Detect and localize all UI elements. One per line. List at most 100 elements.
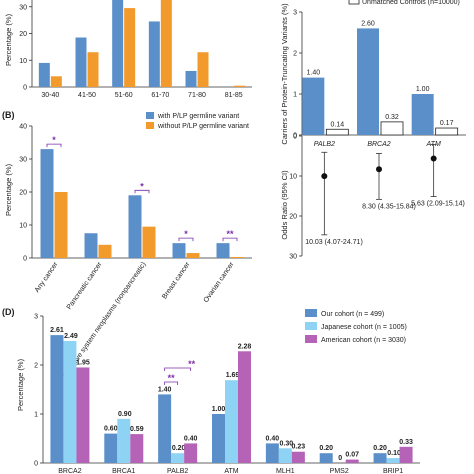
c-bar-1-1 — [380, 121, 404, 136]
b-bar-without-4 — [230, 257, 244, 258]
c-or-label: 5.63 (2.09-15.14) — [411, 201, 465, 208]
a-bar-with-2 — [112, 0, 124, 87]
d-data-label: 2.49 — [64, 333, 78, 340]
c-y-axis-title: Carriers of Protein-Truncating Variants … — [280, 3, 289, 145]
b-bar-without-1 — [98, 244, 112, 258]
d-x-tick-label: BRCA2 — [58, 468, 81, 474]
b-bar-without-0 — [54, 192, 68, 258]
c-y-tick-label: 3 — [293, 10, 297, 17]
a-bar-without-2 — [124, 8, 136, 87]
c-x-tick-label: PALB2 — [314, 141, 335, 148]
d-bar-0-4 — [265, 443, 279, 463]
a-y-tick-label: 10 — [19, 58, 27, 65]
d-data-label: 0.10 — [387, 450, 401, 457]
d-bar-0-0 — [50, 335, 64, 463]
c-or-y-tick-label: 0 — [293, 134, 297, 141]
d-bar-2-5 — [345, 459, 359, 463]
a-y-tick-label: 0 — [23, 85, 27, 92]
c-data-label: 1.00 — [416, 86, 430, 93]
b-y-tick-label: 20 — [19, 190, 27, 197]
d-data-label: 0.40 — [184, 435, 198, 442]
a-bar-with-4 — [185, 70, 197, 87]
d-significance-bracket — [164, 367, 192, 371]
c-legend-label: Unmatched Controls (n=10000) — [362, 0, 460, 6]
d-data-label: 0.60 — [104, 426, 118, 433]
d-bar-1-4 — [278, 448, 292, 463]
d-panel-label: (D) — [2, 307, 15, 317]
a-y-axis-title: Percentage (%) — [4, 13, 13, 66]
d-data-label: 0.30 — [280, 440, 294, 447]
c-bar-0-1 — [357, 28, 379, 135]
d-y-tick-label: 2 — [34, 363, 38, 370]
d-significance-mark: ** — [168, 373, 176, 383]
d-data-label: 0.07 — [345, 452, 359, 459]
d-bar-0-1 — [104, 433, 118, 463]
b-legend-label: without P/LP germline variant — [157, 123, 249, 130]
c-y-tick-label: 2 — [293, 51, 297, 58]
d-data-label: 1.00 — [212, 406, 226, 413]
b-bar-with-3 — [172, 243, 186, 258]
d-bar-1-0 — [63, 340, 77, 463]
b-y-tick-label: 30 — [19, 157, 27, 164]
d-x-tick-label: BRIP1 — [383, 468, 403, 474]
d-data-label: 2.61 — [50, 327, 64, 334]
a-x-tick-label: 81-85 — [225, 92, 243, 99]
d-legend-label: Japanese cohort (n = 1005) — [321, 324, 407, 331]
c-y-tick-label: 1 — [293, 92, 297, 99]
d-data-label: 0.23 — [292, 444, 306, 451]
b-y-tick-label: 40 — [19, 124, 27, 131]
c-data-label: 0.14 — [331, 121, 345, 128]
b-bar-with-1 — [84, 233, 98, 258]
c-bar-1-2 — [435, 127, 459, 136]
b-legend-swatch — [146, 122, 154, 129]
d-bar-0-5 — [319, 453, 333, 463]
b-legend-swatch — [146, 112, 154, 119]
b-bar-with-4 — [216, 243, 230, 258]
d-data-label: 0.20 — [172, 445, 186, 452]
a-bar-with-1 — [75, 37, 87, 87]
b-significance-bracket — [178, 237, 194, 242]
c-or-y-axis-title: Odds Ratio (95% CI) — [280, 170, 289, 240]
d-legend-swatch — [305, 322, 317, 330]
d-bar-1-3 — [225, 380, 238, 463]
d-y-tick-label: 1 — [34, 412, 38, 419]
d-bar-2-1 — [130, 434, 144, 463]
c-or-point-0 — [321, 173, 328, 180]
d-bar-0-6 — [373, 453, 387, 463]
d-data-label: 1.95 — [76, 359, 90, 366]
d-data-label: 2.28 — [238, 343, 252, 350]
c-bar-1-0 — [325, 128, 349, 136]
d-legend-swatch — [305, 309, 317, 317]
d-data-label: 0 — [338, 455, 342, 462]
d-data-label: 1.40 — [158, 386, 172, 393]
d-x-tick-label: PALB2 — [167, 468, 188, 474]
d-bar-2-4 — [291, 451, 305, 463]
c-or-label: 8.30 (4.35-15.84) — [362, 203, 416, 210]
a-bar-without-4 — [197, 52, 209, 87]
c-data-label: 1.40 — [307, 70, 321, 77]
d-y-tick-label: 0 — [34, 461, 38, 468]
c-x-tick-label: BRCA2 — [367, 141, 390, 148]
b-x-tick-label: Any cancer — [34, 261, 60, 294]
b-x-tick-label: Pancreatic cancer — [66, 261, 104, 311]
d-data-label: 0.20 — [319, 445, 333, 452]
d-bar-1-2 — [171, 453, 185, 463]
d-data-label: 0.59 — [130, 426, 144, 433]
c-or-y-tick-label: 20 — [289, 214, 297, 221]
d-x-tick-label: MLH1 — [276, 468, 295, 474]
b-y-tick-label: 10 — [19, 223, 27, 230]
d-bar-2-2 — [184, 443, 198, 463]
d-bar-2-6 — [399, 446, 413, 463]
a-x-tick-label: 41-50 — [78, 92, 96, 99]
d-significance-bracket — [164, 381, 179, 385]
a-bar-with-0 — [38, 62, 50, 87]
a-y-tick-label: 30 — [19, 4, 27, 11]
d-data-label: 0.40 — [266, 435, 280, 442]
c-or-y-tick-label: 10 — [289, 174, 297, 181]
b-significance-mark: * — [52, 135, 56, 145]
c-legend-swatch — [348, 0, 360, 5]
d-data-label: 0.33 — [399, 439, 413, 446]
d-x-tick-label: ATM — [224, 468, 238, 474]
b-significance-bracket — [222, 237, 238, 242]
a-bar-without-3 — [160, 0, 172, 87]
